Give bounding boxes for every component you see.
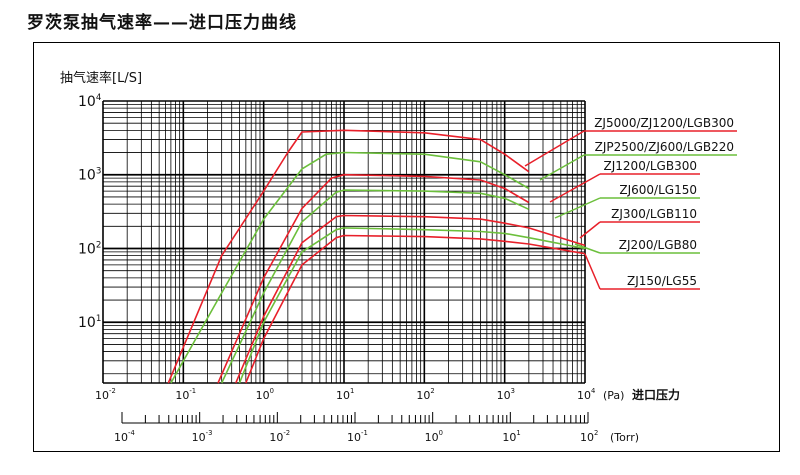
legend-label: ZJ200/LGB80 <box>619 238 697 252</box>
curves <box>167 129 586 384</box>
tick-label: 100 <box>425 429 443 444</box>
torr-axis: 10-4 10-3 10-2 10-1 100 101 102 (Torr) <box>114 412 639 444</box>
legend-label: ZJ150/LG55 <box>627 274 697 288</box>
legend-leader-line <box>584 253 601 290</box>
tick-label: 10-2 <box>269 429 290 444</box>
legend: ZJ5000/ZJ1200/LGB300 ZJP2500/ZJ600/LGB220… <box>524 116 737 290</box>
legend-leader-line <box>524 130 585 167</box>
chart-frame <box>33 42 780 452</box>
y-axis-label: 抽气速率[L/S] <box>60 70 142 86</box>
plot-grid <box>102 100 586 384</box>
x-axis-label: 进口压力 <box>632 387 680 402</box>
x-axis-unit: (Pa) <box>603 389 624 402</box>
tick-label: 100 <box>256 387 274 402</box>
series-line <box>235 214 586 384</box>
legend-leader-line <box>554 197 601 219</box>
tick-label: 10-2 <box>95 387 116 402</box>
tick-label: 104 <box>78 93 102 110</box>
series-line <box>167 129 530 384</box>
torr-axis-unit: (Torr) <box>610 431 639 444</box>
legend-label: ZJ600/LG150 <box>619 183 697 197</box>
series-line <box>238 227 586 384</box>
series-line <box>245 234 586 384</box>
tick-label: 10-4 <box>114 429 135 444</box>
page-title: 罗茨泵抽气速率——进口压力曲线 <box>27 13 297 33</box>
tick-label: 10-1 <box>347 429 368 444</box>
series-line <box>217 173 530 384</box>
legend-label: ZJ5000/ZJ1200/LGB300 <box>594 116 734 130</box>
tick-label: 101 <box>502 429 520 444</box>
legend-label: ZJP2500/ZJ600/LGB220 <box>595 140 734 154</box>
legend-leader-line <box>549 173 601 203</box>
legend-label: ZJ1200/LGB300 <box>604 159 697 173</box>
series-line <box>220 189 530 384</box>
series-line <box>170 151 530 384</box>
legend-leader-line <box>574 243 601 254</box>
legend-leader-line <box>579 221 601 239</box>
tick-label: 10-1 <box>175 387 196 402</box>
tick-label: 101 <box>78 314 101 331</box>
tick-label: 102 <box>580 429 598 444</box>
tick-label: 103 <box>497 387 515 402</box>
tick-label: 103 <box>78 167 101 184</box>
tick-label: 101 <box>336 387 354 402</box>
legend-leader-line <box>539 154 585 181</box>
tick-label: 10-3 <box>192 429 213 444</box>
legend-label: ZJ300/LGB110 <box>611 207 697 221</box>
tick-label: 102 <box>78 240 101 257</box>
tick-label: 104 <box>577 387 595 402</box>
tick-label: 102 <box>416 387 434 402</box>
axis-labels: 101 102 103 104 10-2 10-1 100 101 102 103 104 (Pa) 进… <box>78 93 680 402</box>
